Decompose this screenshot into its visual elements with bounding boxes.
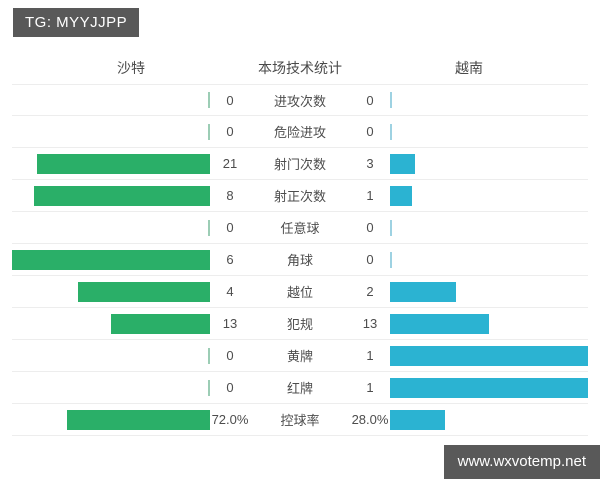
left-bar-zone [12, 313, 210, 334]
right-value-bar [390, 153, 415, 174]
right-value-bar [390, 313, 489, 334]
stat-row: 21 射门次数 3 [12, 148, 588, 180]
right-stat-value: 1 [366, 348, 374, 363]
left-value-bar [12, 249, 210, 270]
left-team-name: 沙特 [117, 60, 145, 76]
right-value-bar [390, 377, 588, 398]
right-stat-value: 13 [362, 316, 378, 331]
right-zero-tick [390, 219, 392, 236]
stat-row: 6 角球 0 [12, 244, 588, 276]
left-bar-zone [12, 153, 210, 174]
right-bar-zone [390, 218, 588, 238]
left-stat-value: 4 [226, 284, 234, 299]
left-bar-zone [12, 409, 210, 430]
left-bar-zone [12, 281, 210, 302]
left-bar-zone [12, 249, 210, 270]
stat-row: 0 红牌 1 [12, 372, 588, 404]
left-value-bar [36, 153, 210, 174]
left-stat-value: 21 [222, 156, 238, 171]
left-value-bar [67, 409, 210, 430]
right-zero-tick [390, 92, 392, 108]
stat-row: 8 射正次数 1 [12, 180, 588, 212]
right-stat-value: 1 [366, 380, 374, 395]
right-stat-value: 28.0% [351, 412, 389, 427]
right-team-name: 越南 [455, 60, 483, 76]
stat-name: 进攻次数 [273, 93, 326, 109]
stat-row: 4 越位 2 [12, 276, 588, 308]
left-zero-tick [208, 219, 210, 236]
stat-row: 0 进攻次数 0 [12, 84, 588, 116]
stats-table: 0 进攻次数 0 0 危险进攻 0 21 射门次数 3 8 射正次数 1 0 任… [12, 84, 588, 436]
stat-row: 13 犯规 13 [12, 308, 588, 340]
stat-name: 角球 [286, 253, 313, 268]
left-value-bar [34, 185, 210, 206]
tg-channel-label: TG: MYYJJPP [25, 14, 128, 31]
right-stat-value: 1 [366, 188, 374, 203]
stat-row: 0 任意球 0 [12, 212, 588, 244]
right-stat-value: 2 [366, 284, 374, 299]
right-bar-zone [390, 345, 588, 366]
left-value-bar [111, 313, 210, 334]
right-bar-zone [390, 377, 588, 398]
watermark-url: www.wxvotemp.net [457, 453, 586, 470]
stat-name: 越位 [286, 285, 313, 300]
stat-row: 0 危险进攻 0 [12, 116, 588, 148]
left-zero-tick [208, 123, 210, 140]
stat-name: 危险进攻 [273, 125, 326, 140]
right-stat-value: 0 [366, 124, 374, 139]
left-bar-zone [12, 346, 210, 366]
right-bar-zone [390, 313, 588, 334]
left-bar-zone [12, 90, 210, 110]
left-bar-zone [12, 122, 210, 142]
left-stat-value: 0 [226, 348, 234, 363]
right-value-bar [390, 185, 412, 206]
stat-name: 红牌 [286, 381, 313, 396]
left-zero-tick [208, 347, 210, 364]
stat-name: 射正次数 [273, 189, 326, 204]
right-stat-value: 3 [366, 156, 374, 171]
right-bar-zone [390, 185, 588, 206]
left-bar-zone [12, 185, 210, 206]
left-stat-value: 72.0% [211, 412, 249, 427]
left-value-bar [78, 281, 210, 302]
left-stat-value: 0 [226, 124, 234, 139]
right-stat-value: 0 [366, 92, 374, 108]
tg-channel-badge: TG: MYYJJPP [13, 8, 140, 37]
stat-row: 0 黄牌 1 [12, 340, 588, 372]
left-stat-value: 6 [226, 252, 234, 267]
right-bar-zone [390, 122, 588, 142]
stat-name: 黄牌 [286, 349, 313, 364]
left-bar-zone [12, 378, 210, 398]
right-value-bar [390, 409, 446, 430]
right-bar-zone [390, 281, 588, 302]
right-value-bar [390, 281, 456, 302]
left-stat-value: 13 [222, 316, 238, 331]
left-stat-value: 0 [226, 380, 234, 395]
left-stat-value: 0 [226, 92, 234, 108]
left-bar-zone [12, 218, 210, 238]
stat-row: 72.0% 控球率 28.0% [12, 404, 588, 436]
left-stat-value: 0 [226, 220, 234, 235]
stat-name: 控球率 [280, 413, 320, 428]
stat-name: 射门次数 [273, 157, 326, 172]
stat-name: 任意球 [280, 221, 320, 236]
watermark: www.wxvotemp.net [443, 445, 600, 479]
left-stat-value: 8 [226, 188, 234, 203]
right-value-bar [390, 345, 588, 366]
right-zero-tick [390, 251, 392, 268]
right-bar-zone [390, 90, 588, 110]
stat-name: 犯规 [286, 317, 313, 332]
left-zero-tick [208, 379, 210, 396]
right-bar-zone [390, 409, 588, 430]
right-bar-zone [390, 153, 588, 174]
left-zero-tick [208, 92, 210, 108]
table-header: 沙特 本场技术统计 越南 [12, 54, 588, 82]
stats-title: 本场技术统计 [258, 60, 342, 76]
right-zero-tick [390, 123, 392, 140]
right-bar-zone [390, 250, 588, 270]
right-stat-value: 0 [366, 220, 374, 235]
right-stat-value: 0 [366, 252, 374, 267]
